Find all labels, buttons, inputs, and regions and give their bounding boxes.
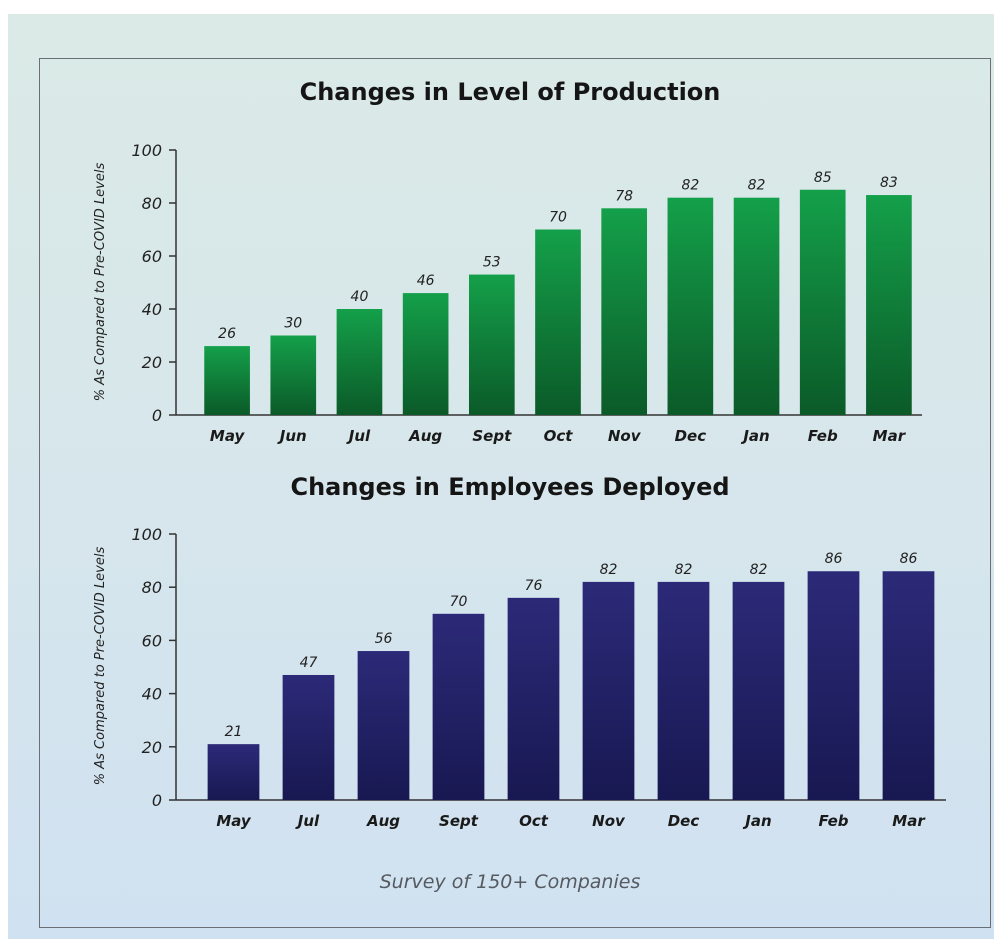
employees-bar-may [207,744,260,800]
employees-y-tick-label: 20 [142,738,162,757]
production-category-label: Mar [873,427,907,445]
production-value-label: 85 [814,170,832,186]
production-chart: Changes in Level of Production % As Comp… [93,78,922,445]
production-category-label: Dec [675,427,707,445]
production-value-label: 83 [880,175,898,191]
production-chart-title: Changes in Level of Production [300,78,721,106]
employees-value-label: 21 [225,724,243,740]
production-bar-feb [799,189,846,415]
production-category-label: Jan [740,427,769,445]
production-bar-sept [468,274,515,415]
employees-bar-nov [582,581,635,800]
employees-bar-oct [507,597,560,800]
employees-category-label: Aug [366,812,400,830]
employees-value-label: 56 [375,631,393,647]
production-bar-dec [667,197,714,415]
production-bar-aug [402,293,449,415]
production-bar-jul [336,309,383,415]
production-category-label: Feb [808,427,838,445]
production-bar-mar [866,195,912,415]
production-y-tick-label: 100 [131,141,162,160]
employees-y-tick-label: 0 [152,791,162,810]
employees-category-label: Dec [668,812,700,830]
employees-value-label: 47 [300,655,318,671]
production-category-label: Aug [408,427,442,445]
employees-bar-mar [882,571,935,800]
employees-value-label: 82 [600,562,618,578]
production-y-tick-label: 40 [142,300,162,319]
production-category-label: Nov [608,427,642,445]
production-y-axis-title: % As Compared to Pre-COVID Levels [93,163,108,402]
production-y-tick-label: 0 [152,406,162,425]
employees-value-label: 82 [750,562,768,578]
production-bar-jun [270,335,317,415]
employees-bar-sept [432,613,485,800]
employees-category-label: Jan [742,812,771,830]
employees-y-tick-label: 80 [142,578,162,597]
production-category-label: Jul [346,427,371,445]
employees-y-tick-label: 60 [142,631,162,650]
employees-category-label: Oct [519,812,549,830]
employees-value-label: 82 [675,562,693,578]
production-value-label: 70 [549,210,567,226]
employees-value-label: 86 [825,551,843,567]
production-bar-oct [535,229,581,415]
employees-y-tick-label: 40 [142,685,162,704]
production-bar-nov [601,208,648,415]
employees-chart-title: Changes in Employees Deployed [290,473,729,501]
production-value-label: 82 [748,178,766,194]
production-y-tick-label: 20 [142,353,162,372]
employees-category-label: Nov [592,812,626,830]
employees-category-label: Jul [295,812,320,830]
footer-note: Survey of 150+ Companies [380,871,641,893]
production-y-tick-label: 60 [142,247,162,266]
production-category-label: May [210,427,246,445]
production-category-label: Oct [544,427,574,445]
production-bar-jan [733,197,780,415]
employees-category-label: Feb [819,812,849,830]
employees-bar-feb [807,571,860,800]
production-value-label: 46 [417,273,435,289]
production-value-label: 82 [681,178,699,194]
production-category-label: Sept [472,427,512,445]
employees-marks: 0 20 40 60 80 100 21 May 47 Jul 56 Aug 70 Sept 76 Oct 82… [131,525,946,830]
employees-value-label: 70 [450,594,468,610]
production-value-label: 30 [284,316,302,332]
employees-bar-jul [282,674,335,800]
employees-y-axis-title: % As Compared to Pre-COVID Levels [93,547,108,786]
production-marks: 0 20 40 60 80 100 26 May 30 Jun 40 Jul 46 Aug 53 Sept 70… [131,141,922,445]
production-category-label: Jun [277,427,307,445]
employees-category-label: Sept [439,812,479,830]
employees-bar-aug [357,651,410,800]
employees-category-label: Mar [892,812,926,830]
production-bar-may [204,346,250,415]
figure-frame [39,58,991,928]
employees-y-tick-label: 100 [131,525,162,544]
employees-category-label: May [216,812,252,830]
employees-value-label: 76 [525,578,543,594]
production-value-label: 40 [351,289,369,305]
employees-value-label: 86 [900,551,918,567]
production-y-tick-label: 80 [142,194,162,213]
production-value-label: 26 [218,326,236,342]
employees-chart: Changes in Employees Deployed % As Compa… [93,473,946,830]
production-value-label: 53 [483,255,501,271]
employees-bar-jan [732,581,785,800]
production-value-label: 78 [615,188,633,204]
employees-bar-dec [657,581,710,800]
